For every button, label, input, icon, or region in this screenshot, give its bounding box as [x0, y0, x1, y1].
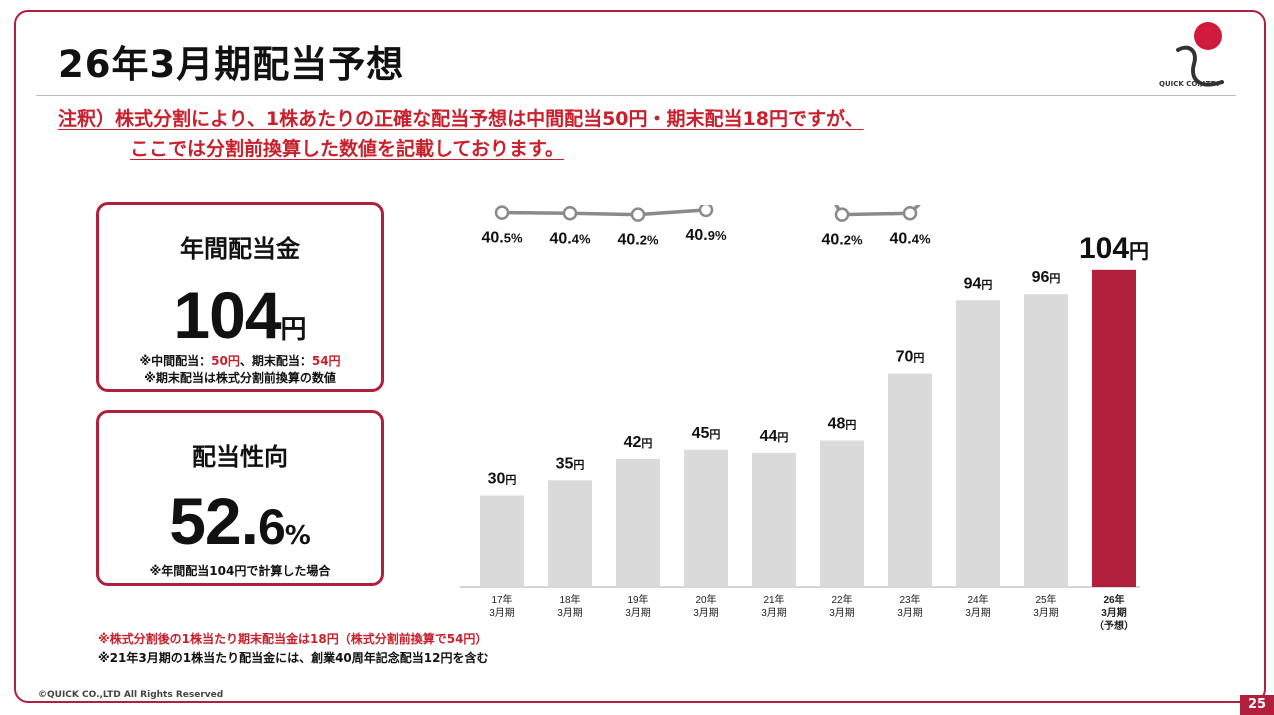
payout-ratio-unit: %: [284, 521, 311, 551]
bar-8: [1024, 294, 1068, 587]
category-label-1-0: 18年: [559, 593, 580, 606]
category-label-5-0: 22年: [831, 593, 852, 606]
payout-ratio-value: 52.6%: [99, 483, 381, 559]
category-label-4-0: 21年: [763, 593, 784, 606]
bar-value-label-8: 96円: [1032, 269, 1061, 286]
logo-text: QUICK CO.,LTD.: [1159, 80, 1220, 88]
bar-1: [548, 480, 592, 587]
logo-swoosh: [1176, 45, 1224, 87]
category-label-7-1: 3月期: [965, 607, 991, 619]
bar-value-label-1: 35円: [556, 455, 585, 472]
payout-ratio-heading: 配当性向: [192, 443, 288, 471]
category-label-9-0: 26年: [1103, 593, 1124, 606]
note-line-1: 注釈）株式分割により、1株あたりの正確な配当予想は中間配当50円・期末配当18円…: [58, 108, 864, 130]
bar-9: [1092, 269, 1136, 587]
detail-prefix: ※中間配当：: [139, 354, 212, 368]
bar-value-label-4: 44円: [760, 428, 789, 445]
bar-value-label-2: 42円: [624, 434, 653, 451]
category-label-0-0: 17年: [491, 593, 512, 606]
bar-0: [480, 495, 524, 587]
ratio-label-2: 40.2%: [617, 232, 658, 249]
note-line-2: ここでは分割前換算した数値を記載しております。: [130, 138, 564, 160]
bar-value-label-0: 30円: [488, 471, 517, 488]
ratio-label-0: 40.5%: [481, 230, 522, 247]
slide-frame: [14, 10, 1266, 703]
category-label-7-0: 24年: [967, 593, 988, 606]
ratio-point-1: [562, 206, 578, 221]
detail-line-2: ※期末配当は株式分割前換算の数値: [144, 371, 336, 385]
bar-5: [820, 440, 864, 587]
payout-ratio-line: [501, 205, 921, 217]
annual-dividend-number: 104: [173, 278, 281, 352]
category-label-0-1: 3月期: [489, 607, 515, 619]
annual-dividend-heading: 年間配当金: [180, 235, 300, 263]
bar-value-label-5: 48円: [828, 416, 857, 433]
category-label-8-1: 3月期: [1033, 607, 1059, 619]
annual-dividend-box: 年間配当金 104円 ※中間配当：50円、期末配当：54円 ※期末配当は株式分割…: [96, 202, 384, 392]
bar-4: [752, 452, 796, 587]
ratio-point-5: [834, 207, 850, 222]
category-label-6-1: 3月期: [897, 607, 923, 619]
annual-dividend-unit: 円: [280, 315, 307, 345]
ratio-label-5: 40.2%: [821, 232, 862, 249]
ratio-point-3: [698, 205, 714, 218]
bar-value-label-9: 104円: [1079, 232, 1149, 265]
category-label-1-1: 3月期: [557, 607, 583, 619]
payout-ratio-detail: ※年間配当104円で計算した場合: [149, 564, 331, 578]
category-label-5-1: 3月期: [829, 607, 855, 619]
page-title: 26年3月期配当予想: [58, 43, 405, 86]
ratio-label-1: 40.4%: [549, 230, 590, 247]
detail-final: 54円: [311, 354, 341, 368]
footnote-1: ※株式分割後の1株当たり期末配当金は18円（株式分割前換算で54円）: [98, 632, 488, 646]
detail-mid: 、期末配当：: [239, 354, 312, 368]
bar-value-label-7: 94円: [964, 275, 993, 292]
payout-ratio-number: 52.: [169, 484, 259, 558]
bar-value-label-3: 45円: [692, 425, 721, 442]
payout-ratio-decimal: 6: [257, 499, 286, 555]
bar-value-label-6: 70円: [896, 349, 925, 366]
category-label-3-1: 3月期: [693, 607, 719, 619]
title-divider: [36, 95, 1236, 96]
page-number: 25: [1240, 695, 1274, 715]
copyright: ©QUICK CO.,LTD All Rights Reserved: [38, 690, 224, 700]
payout-ratio-box: 配当性向 52.6% ※年間配当104円で計算した場合: [96, 410, 384, 586]
category-label-9-1: 3月期: [1101, 606, 1127, 619]
ratio-point-0: [494, 205, 510, 220]
bar-3: [684, 449, 728, 587]
company-logo: [1176, 22, 1224, 87]
annual-dividend-detail: ※中間配当：50円、期末配当：54円 ※期末配当は株式分割前換算の数値: [99, 353, 381, 387]
category-label-2-0: 19年: [627, 593, 648, 606]
category-label-2-1: 3月期: [625, 607, 651, 619]
bar-6: [888, 373, 932, 587]
ratio-point-2: [630, 207, 646, 222]
footnote-2: ※21年3月期の1株当たり配当金には、創業40周年記念配当12円を含む: [98, 651, 489, 665]
category-label-4-1: 3月期: [761, 607, 787, 619]
ratio-label-3: 40.9%: [685, 227, 726, 244]
dividend-chart: 30円17年3月期35円18年3月期42円19年3月期45円20年3月期44円2…: [460, 205, 1149, 632]
annual-dividend-value: 104円: [99, 277, 381, 353]
bar-7: [956, 300, 1000, 587]
ratio-label-6: 40.4%: [889, 230, 930, 247]
category-label-9-2: （予想）: [1094, 619, 1134, 632]
ratio-point-6: [902, 206, 918, 221]
detail-interim: 50円: [211, 354, 240, 368]
logo-red-circle: [1194, 22, 1222, 50]
category-label-3-0: 20年: [695, 593, 716, 606]
category-label-6-0: 23年: [899, 593, 920, 606]
category-label-8-0: 25年: [1035, 593, 1056, 606]
bar-2: [616, 458, 660, 587]
